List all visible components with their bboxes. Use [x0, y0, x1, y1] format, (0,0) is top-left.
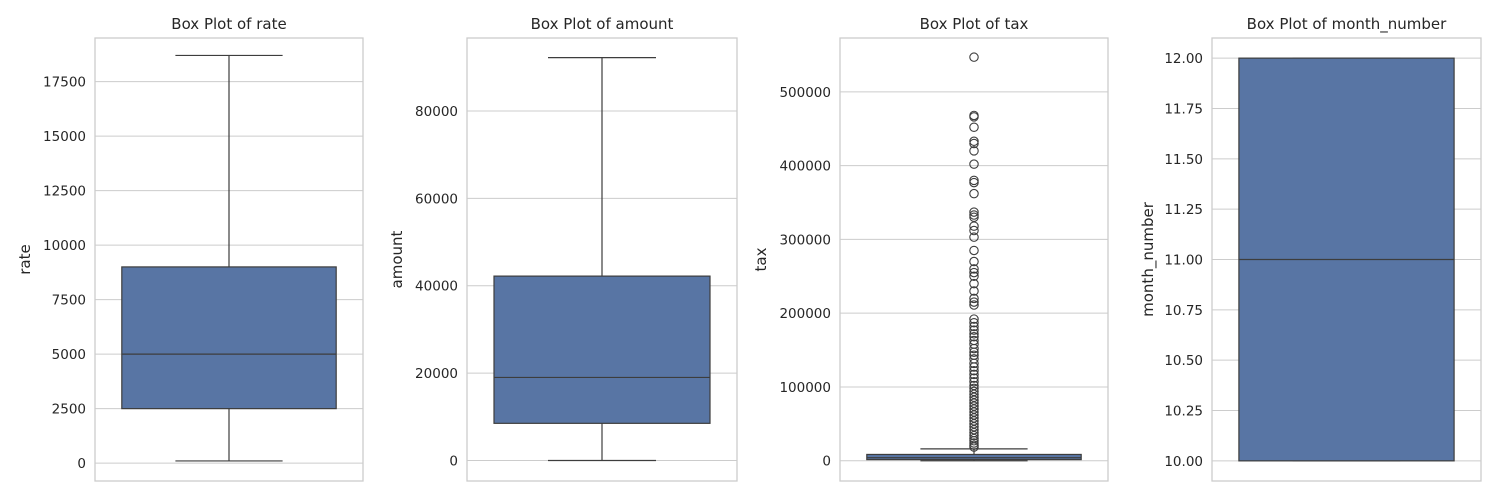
- y-tick-label: 60000: [415, 191, 458, 207]
- y-tick-label: 10.00: [1164, 454, 1203, 470]
- y-axis-label: month_number: [1139, 201, 1158, 317]
- outlier-point: [969, 325, 979, 335]
- outlier-point: [969, 245, 979, 256]
- outlier-point: [969, 207, 979, 217]
- chart-title: Box Plot of month_number: [1247, 15, 1447, 34]
- chart-tax: 0 100000 200000 300000 400000 500000 Box Plot …: [752, 15, 1109, 482]
- chart-title: Box Plot of rate: [171, 15, 286, 33]
- outlier-point: [969, 138, 979, 149]
- y-axis-label: amount: [388, 230, 406, 288]
- outlier-point: [969, 221, 979, 231]
- outlier-point: [969, 358, 979, 369]
- outlier-point: [969, 362, 979, 372]
- chart-rate: 0 2500 5000 7500 10000 12500 15000 17500 Box Plo…: [16, 15, 364, 482]
- outlier-point: [969, 321, 979, 332]
- outlier-point: [969, 377, 979, 387]
- y-tick-label: 11.50: [1164, 152, 1203, 168]
- outlier-point: [969, 146, 979, 156]
- box-iqr: [493, 275, 711, 424]
- y-tick-label: 2500: [52, 402, 86, 418]
- box-iqr: [121, 266, 337, 410]
- outlier-point: [969, 332, 979, 342]
- outlier-point: [969, 271, 979, 282]
- y-tick-label: 17500: [43, 75, 86, 91]
- outlier-point: [969, 264, 979, 274]
- outlier-point: [969, 442, 979, 452]
- outlier-point: [969, 373, 979, 383]
- y-tick-label: 10.50: [1164, 353, 1203, 369]
- y-tick-label: 400000: [779, 159, 831, 175]
- y-tick-label: 0: [822, 454, 831, 470]
- outlier-point: [969, 159, 979, 169]
- outlier-point: [969, 256, 979, 267]
- y-tick-label: 10000: [43, 238, 86, 254]
- y-axis-label: rate: [16, 244, 34, 274]
- y-tick-label: 5000: [52, 347, 86, 363]
- outlier-point: [969, 52, 979, 62]
- y-tick-label: 15000: [43, 129, 86, 145]
- outlier-point: [969, 343, 979, 354]
- outlier-point: [969, 297, 979, 307]
- chart-title: Box Plot of amount: [531, 15, 674, 33]
- outlier-point: [969, 188, 979, 199]
- y-tick-label: 11.25: [1164, 202, 1203, 218]
- y-tick-label: 7500: [52, 293, 86, 309]
- box-iqr: [866, 453, 1082, 461]
- outlier-point: [969, 365, 979, 376]
- outlier-point: [969, 293, 979, 304]
- outlier-point: [969, 347, 979, 358]
- outlier-point: [969, 122, 979, 133]
- y-tick-label: 500000: [779, 85, 831, 101]
- y-tick-label: 80000: [415, 104, 458, 120]
- y-tick-label: 20000: [415, 366, 458, 382]
- outlier-point: [969, 369, 979, 380]
- y-tick-label: 200000: [779, 306, 831, 322]
- y-tick-label: 12500: [43, 184, 86, 200]
- y-tick-label: 11.75: [1164, 101, 1203, 117]
- outlier-point: [969, 430, 979, 441]
- y-tick-label: 10.75: [1164, 303, 1203, 319]
- outlier-point: [969, 314, 979, 324]
- y-axis-label: tax: [752, 247, 770, 271]
- axes-frame: [1211, 37, 1482, 482]
- y-tick-label: 40000: [415, 279, 458, 295]
- y-tick-label: 10.25: [1164, 404, 1203, 420]
- axes-frame: [94, 37, 364, 482]
- outlier-point: [969, 300, 979, 310]
- outlier-point: [969, 177, 979, 188]
- axes-frame: [466, 37, 738, 482]
- chart-title: Box Plot of tax: [920, 15, 1029, 33]
- outlier-point: [969, 225, 979, 236]
- chart-month-number: 10.00 10.25 10.50 10.75 11.00 11.25 11.50 11.75…: [1139, 15, 1482, 482]
- y-tick-label: 0: [77, 456, 86, 472]
- outlier-point: [969, 329, 979, 339]
- outlier-point: [969, 112, 979, 122]
- y-tick-label: 0: [449, 453, 458, 469]
- outlier-point: [969, 286, 979, 296]
- axes-frame: [839, 37, 1109, 482]
- y-tick-label: 12.00: [1164, 51, 1203, 67]
- y-tick-label: 100000: [779, 380, 831, 396]
- outlier-point: [969, 318, 979, 328]
- chart-amount: 0 20000 40000 60000 80000 Box Plot of amount a…: [388, 15, 738, 482]
- outlier-point: [969, 278, 979, 289]
- outlier-point: [969, 267, 979, 278]
- outlier-point: [969, 232, 979, 242]
- y-tick-label: 300000: [779, 232, 831, 248]
- y-tick-label: 11.00: [1164, 253, 1203, 269]
